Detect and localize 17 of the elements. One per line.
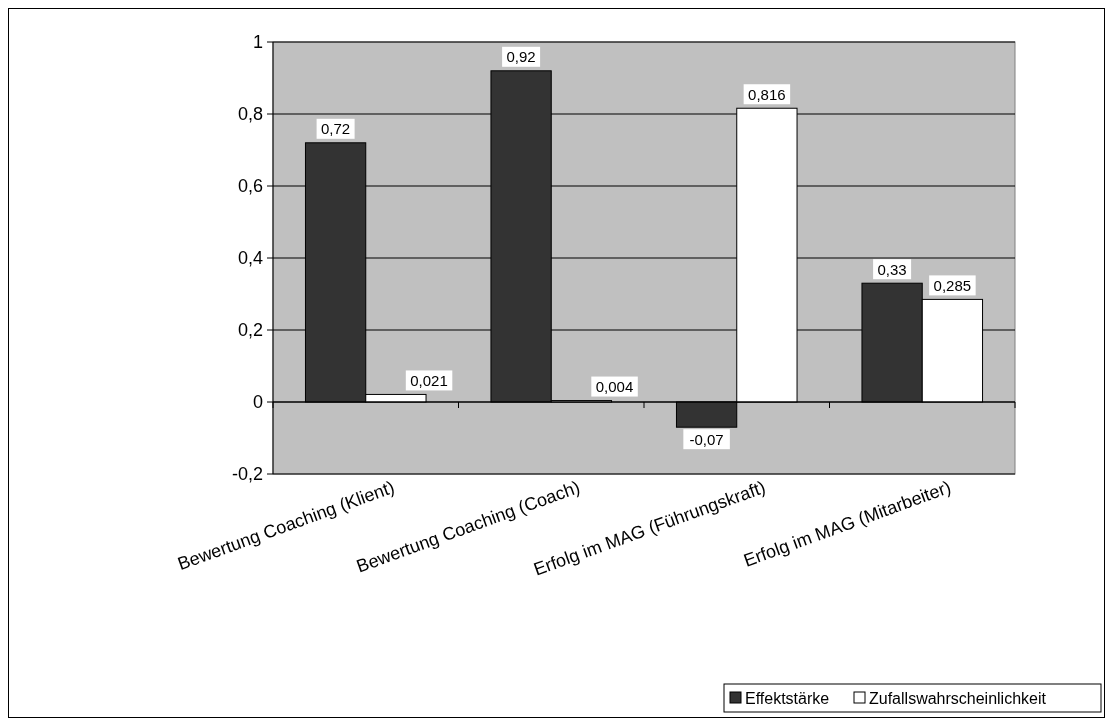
y-tick-label: -0,2: [231, 464, 263, 484]
data-label: 0,004: [595, 378, 634, 396]
y-tick-label: 0,6: [237, 176, 263, 196]
data-label: 0,72: [321, 120, 351, 138]
data-label: 0,33: [877, 260, 907, 278]
y-tick-label: 0: [252, 392, 263, 412]
y-tick-label: 0,4: [237, 248, 263, 268]
y-tick-label: 0,2: [237, 320, 263, 340]
data-label: -0,07: [689, 430, 724, 448]
y-tick-label: 1: [252, 32, 263, 52]
legend-label: Effektstärke: [745, 689, 830, 707]
data-label: 0,92: [506, 48, 536, 66]
data-label: 0,816: [748, 85, 786, 103]
legend-label: Zufallswahrscheinlichkeit: [869, 689, 1047, 707]
data-label: 0,021: [410, 371, 448, 389]
y-tick-label: 0,8: [237, 104, 263, 124]
data-label: 0,285: [933, 276, 972, 294]
